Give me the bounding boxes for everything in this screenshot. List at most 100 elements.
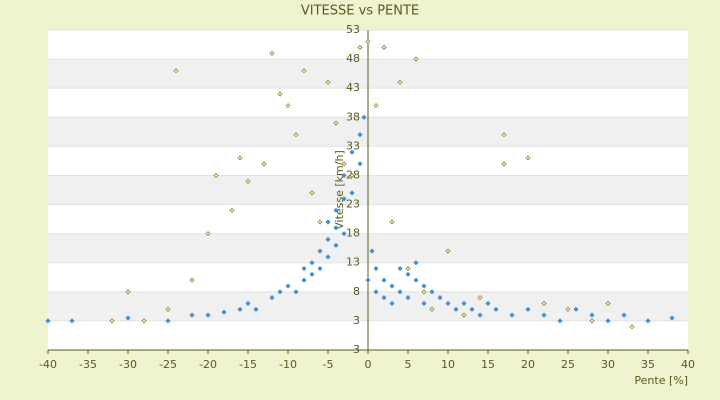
- point: [189, 277, 195, 283]
- point: [109, 318, 115, 324]
- point: [469, 306, 475, 312]
- point: [277, 91, 283, 97]
- x-tick-label: -15: [239, 358, 257, 371]
- point: [293, 132, 299, 138]
- point: [461, 300, 467, 307]
- y-tick-label: 13: [346, 256, 360, 269]
- x-tick-label: 35: [641, 358, 655, 371]
- x-tick-label: -10: [279, 358, 297, 371]
- point: [389, 300, 395, 307]
- point: [125, 289, 131, 295]
- point: [261, 161, 267, 167]
- point: [413, 260, 419, 266]
- point: [477, 295, 483, 301]
- y-tick-label: 3: [353, 314, 360, 327]
- point: [421, 300, 427, 307]
- x-tick-label: -40: [39, 358, 57, 371]
- point: [381, 295, 387, 301]
- point: [341, 231, 347, 237]
- point: [141, 318, 147, 324]
- point: [309, 271, 315, 277]
- x-tick-label: 40: [681, 358, 695, 371]
- point: [437, 295, 443, 301]
- y-tick-label: 38: [346, 110, 360, 123]
- point: [357, 161, 363, 167]
- point: [309, 260, 315, 266]
- y-tick-label: 53: [346, 23, 360, 36]
- point: [309, 190, 315, 196]
- point: [301, 277, 307, 283]
- point: [405, 295, 411, 301]
- point: [461, 312, 467, 318]
- point: [341, 172, 347, 179]
- point: [541, 300, 547, 307]
- point: [269, 295, 275, 301]
- point: [237, 155, 243, 161]
- x-axis-title: Pente [%]: [634, 374, 688, 387]
- point: [301, 265, 307, 272]
- point: [277, 289, 283, 295]
- point: [325, 79, 331, 85]
- point: [333, 242, 339, 248]
- point: [501, 132, 507, 138]
- point: [357, 132, 363, 138]
- point: [317, 265, 323, 272]
- point: [389, 283, 395, 289]
- point: [125, 315, 131, 321]
- point: [325, 236, 331, 243]
- point: [317, 248, 323, 254]
- point: [361, 114, 367, 120]
- point: [645, 318, 651, 324]
- point: [413, 277, 419, 283]
- point: [285, 103, 291, 109]
- point: [301, 68, 307, 74]
- point: [189, 312, 195, 318]
- y-tick-label: 8: [353, 285, 360, 298]
- point: [557, 318, 563, 324]
- x-tick-label: 20: [521, 358, 535, 371]
- point: [397, 289, 403, 295]
- point: [173, 68, 179, 74]
- point: [365, 39, 371, 45]
- point: [629, 324, 635, 330]
- point: [245, 178, 251, 184]
- point: [605, 300, 611, 307]
- point: [341, 196, 347, 202]
- point: [525, 306, 531, 312]
- point: [165, 306, 171, 312]
- point: [165, 318, 171, 324]
- point: [205, 312, 211, 318]
- x-tick-label: 10: [441, 358, 455, 371]
- point: [213, 172, 219, 179]
- point: [525, 155, 531, 161]
- point: [365, 277, 371, 283]
- point: [325, 219, 331, 225]
- point: [669, 315, 675, 321]
- point: [369, 248, 375, 254]
- point: [45, 318, 51, 324]
- point: [509, 312, 515, 318]
- point: [453, 306, 459, 312]
- x-tick-label: -25: [159, 358, 177, 371]
- point: [381, 44, 387, 51]
- point: [445, 300, 451, 307]
- point: [69, 318, 75, 324]
- y-tick-label: 18: [346, 227, 360, 240]
- point: [493, 306, 499, 312]
- y-tick-label: 43: [346, 81, 360, 94]
- point: [349, 172, 355, 179]
- point: [589, 312, 595, 318]
- point: [317, 219, 323, 225]
- point: [237, 306, 243, 312]
- x-tick-label: 5: [405, 358, 412, 371]
- point: [253, 306, 259, 312]
- point: [405, 265, 411, 272]
- point: [405, 271, 411, 277]
- x-tick-label: 25: [561, 358, 575, 371]
- point: [349, 190, 355, 196]
- point: [541, 312, 547, 318]
- x-tick-label: -35: [79, 358, 97, 371]
- x-tick-label: 15: [481, 358, 495, 371]
- point: [429, 289, 435, 295]
